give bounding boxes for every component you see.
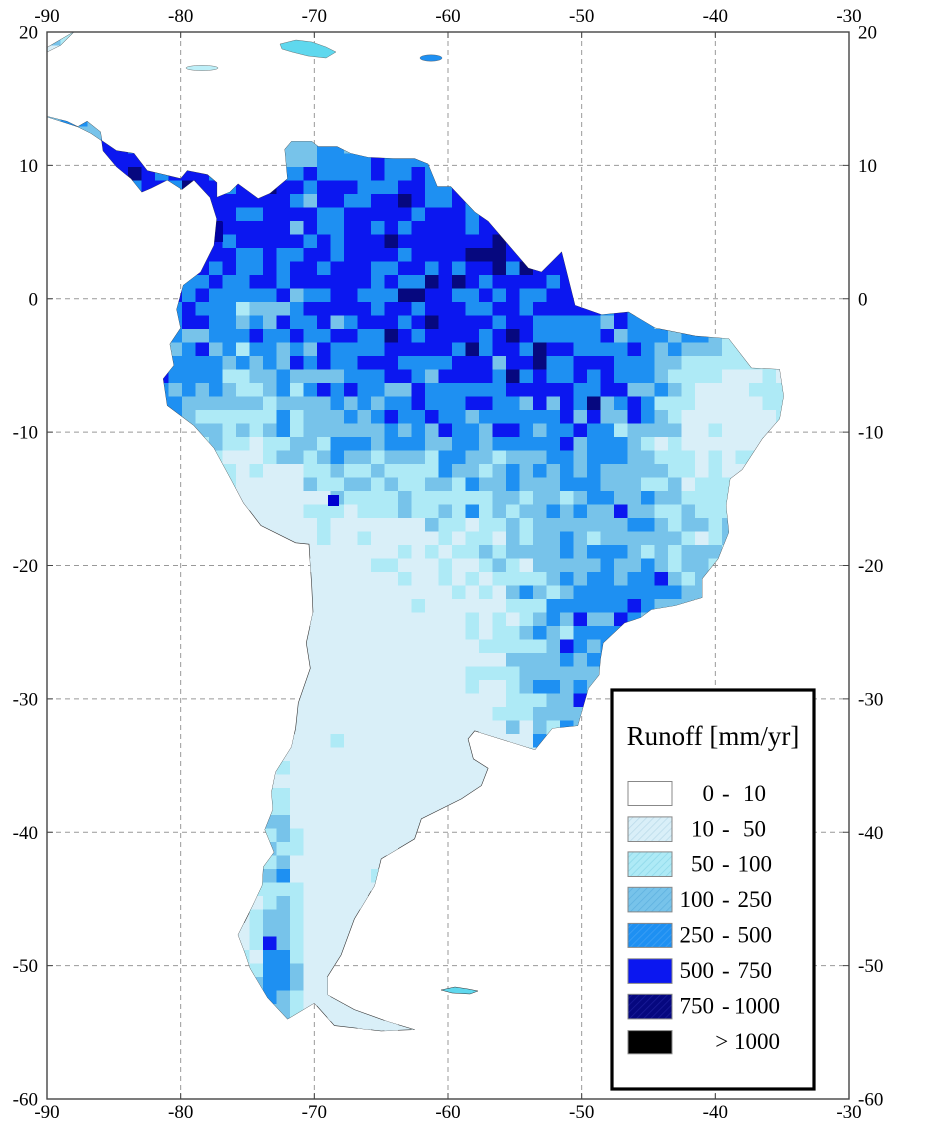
svg-text:-50: -50 <box>13 956 38 977</box>
svg-text:250: 250 <box>680 923 715 948</box>
svg-text:> 1000: > 1000 <box>715 1029 780 1054</box>
svg-text:0: 0 <box>858 289 868 310</box>
svg-text:-: - <box>722 958 730 983</box>
svg-text:0: 0 <box>703 781 715 806</box>
svg-text:750: 750 <box>680 994 715 1019</box>
svg-text:-: - <box>722 923 730 948</box>
svg-text:-20: -20 <box>858 556 883 577</box>
svg-text:100: 100 <box>680 887 715 912</box>
svg-text:1000: 1000 <box>734 994 780 1019</box>
svg-text:-90: -90 <box>34 6 59 27</box>
svg-text:-40: -40 <box>703 6 728 27</box>
svg-text:-10: -10 <box>13 423 38 444</box>
svg-text:250: 250 <box>738 887 773 912</box>
svg-text:-80: -80 <box>168 1102 193 1123</box>
svg-text:0: 0 <box>29 289 39 310</box>
svg-text:-60: -60 <box>858 1090 883 1111</box>
svg-text:10: 10 <box>691 817 714 842</box>
svg-text:-50: -50 <box>858 956 883 977</box>
svg-text:-60: -60 <box>435 6 460 27</box>
svg-text:-20: -20 <box>13 556 38 577</box>
svg-text:-: - <box>722 817 730 842</box>
svg-text:-90: -90 <box>34 1102 59 1123</box>
svg-text:-: - <box>722 852 730 877</box>
svg-text:10: 10 <box>743 781 766 806</box>
svg-text:500: 500 <box>738 923 773 948</box>
svg-text:500: 500 <box>680 958 715 983</box>
svg-text:-60: -60 <box>13 1090 38 1111</box>
svg-text:20: 20 <box>19 23 38 44</box>
svg-text:-80: -80 <box>168 6 193 27</box>
svg-text:Runoff [mm/yr]: Runoff [mm/yr] <box>627 721 800 751</box>
svg-text:-10: -10 <box>858 423 883 444</box>
svg-text:10: 10 <box>19 156 38 177</box>
svg-text:10: 10 <box>858 156 877 177</box>
svg-text:-50: -50 <box>569 6 594 27</box>
svg-text:50: 50 <box>743 817 766 842</box>
svg-text:-: - <box>722 994 730 1019</box>
svg-text:-70: -70 <box>302 1102 327 1123</box>
svg-text:-70: -70 <box>302 6 327 27</box>
svg-text:-30: -30 <box>13 689 38 710</box>
svg-text:-: - <box>722 887 730 912</box>
svg-text:-: - <box>722 781 730 806</box>
svg-text:100: 100 <box>738 852 773 877</box>
svg-text:-60: -60 <box>435 1102 460 1123</box>
svg-text:-50: -50 <box>569 1102 594 1123</box>
svg-text:750: 750 <box>738 958 773 983</box>
svg-text:-40: -40 <box>858 823 883 844</box>
svg-text:-40: -40 <box>703 1102 728 1123</box>
svg-text:-40: -40 <box>13 823 38 844</box>
svg-text:20: 20 <box>858 23 877 44</box>
svg-text:-30: -30 <box>858 689 883 710</box>
svg-text:50: 50 <box>691 852 714 877</box>
